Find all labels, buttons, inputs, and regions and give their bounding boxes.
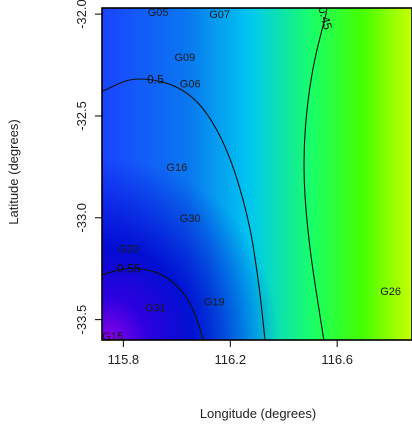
- site-label: G20: [118, 243, 139, 255]
- site-label: G16: [166, 162, 187, 174]
- y-tick-label: -32.5: [74, 101, 89, 131]
- y-axis: -32.0 -32.5 -33.0 -33.5: [74, 0, 102, 334]
- contour-label: 0.5: [147, 72, 164, 86]
- contour-line: [102, 78, 266, 340]
- x-tick-label: 116.6: [321, 352, 353, 367]
- site-label: G05: [148, 7, 169, 19]
- site-label: G09: [174, 52, 195, 64]
- contour-label: 0.45: [315, 5, 335, 31]
- site-label: G30: [180, 213, 201, 225]
- x-axis: 115.8 116.2 116.6: [108, 340, 353, 367]
- contour-line: [102, 267, 205, 340]
- site-label: G19: [204, 296, 225, 308]
- site-label: G26: [380, 286, 401, 298]
- heatmap-low-region: [102, 8, 412, 340]
- x-tick-label: 116.2: [214, 352, 246, 367]
- plot-frame: [101, 7, 412, 341]
- x-tick-label: 115.8: [108, 352, 140, 367]
- contour-label: 0.55: [117, 262, 141, 276]
- site-layer: G05 G07 G09 G06 G16 G30 G20 G31 G19 G26 G15: [102, 7, 401, 343]
- site-label: G31: [145, 302, 166, 314]
- x-axis-title: Longitude (degrees): [200, 406, 316, 421]
- contour-layer: 0.45 0.5 0.55: [102, 5, 335, 340]
- site-label: G07: [209, 9, 230, 21]
- site-label: G15: [102, 331, 123, 343]
- y-tick-label: -33.0: [74, 203, 89, 233]
- y-tick-label: -33.5: [74, 305, 89, 335]
- y-axis-title: Latitude (degrees): [6, 119, 21, 225]
- site-label: G06: [180, 78, 201, 90]
- y-tick-label: -32.0: [74, 0, 89, 29]
- contour-line: [303, 11, 328, 340]
